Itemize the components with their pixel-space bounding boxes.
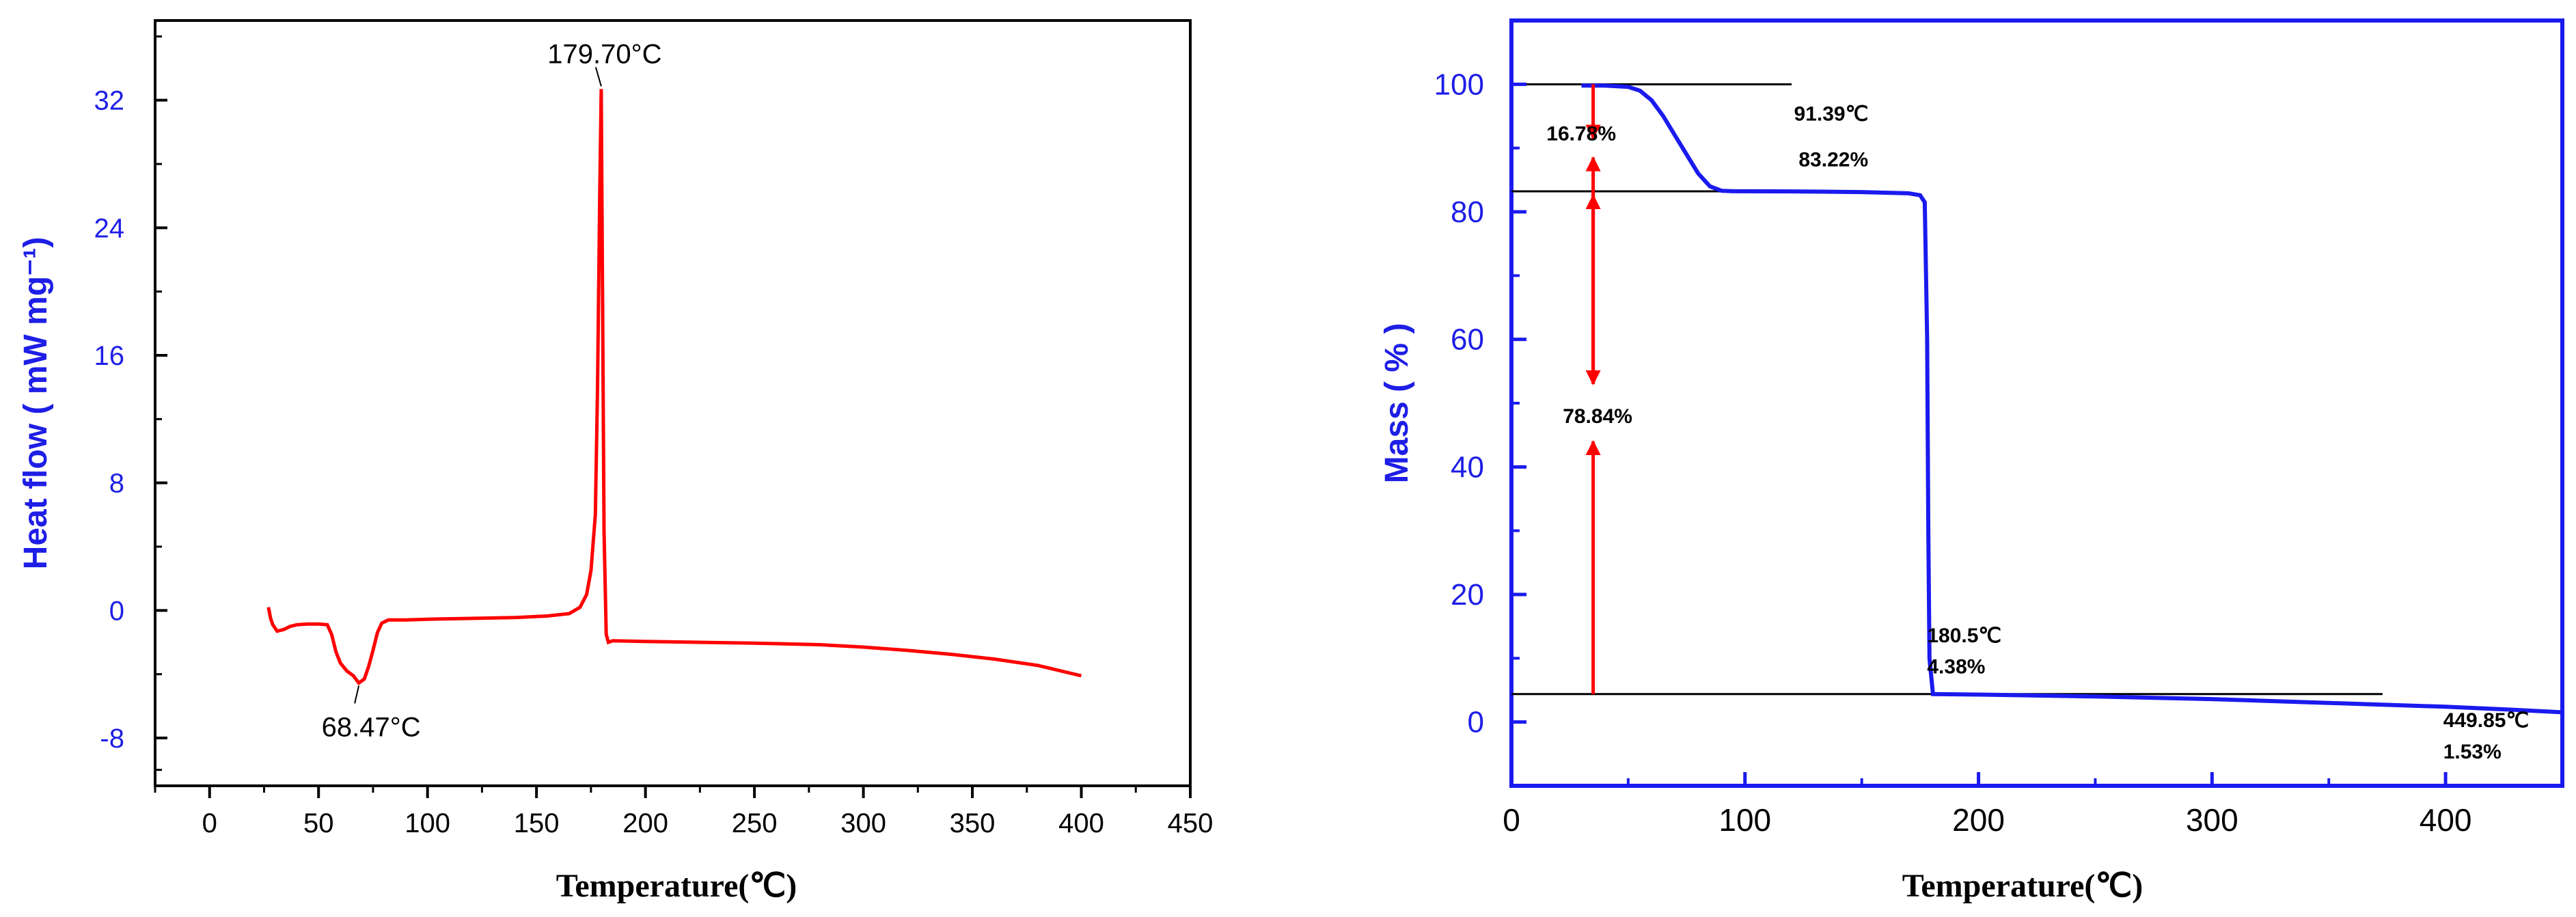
- tga-x-tick-label: 0: [1503, 802, 1520, 838]
- tga-series-line: [1581, 83, 2562, 715]
- tga-annotation: 16.78%: [1546, 122, 1616, 145]
- tga-y-tick-label: 0: [1468, 706, 1484, 739]
- tga-annotation: 83.22%: [1798, 149, 1868, 172]
- dsc-x-tick-label: 400: [1058, 808, 1104, 838]
- dsc-x-axis-title: Temperature(℃): [556, 868, 797, 904]
- dsc-x-tick-label: 0: [202, 808, 217, 838]
- dsc-y-tick-label: 16: [94, 341, 125, 371]
- tga-y-tick-label: 80: [1451, 195, 1484, 229]
- tga-annotation: 180.5℃: [1927, 625, 2001, 647]
- tga-y-axis-title: Mass ( % ): [1379, 323, 1415, 484]
- dsc-y-tick-label: -8: [100, 724, 124, 754]
- tga-annotation: 449.85℃: [2443, 709, 2529, 732]
- dsc-y-axis-title: Heat flow ( mW mg⁻¹): [18, 237, 54, 570]
- tga-annotation: 91.39℃: [1794, 103, 1869, 126]
- dsc-x-tick-label: 250: [732, 808, 778, 838]
- dsc-series-line: [266, 89, 1082, 685]
- tga-x-tick-label: 400: [2420, 802, 2472, 838]
- dsc-x-tick-label: 50: [303, 808, 334, 838]
- dsc-x-tick-label: 100: [405, 808, 450, 838]
- dsc-peak-leader-line: [594, 67, 602, 87]
- dsc-x-tick-label: 350: [950, 808, 996, 838]
- dsc-plot-frame: [154, 19, 1192, 787]
- dsc-peak-annotation: 179.70°C: [547, 39, 661, 69]
- tga-x-tick-label: 200: [1952, 802, 2005, 838]
- tga-arrow-head: [1585, 156, 1601, 172]
- dsc-trough-annotation: 68.47°C: [322, 713, 421, 743]
- tga-y-tick-label: 60: [1451, 323, 1484, 357]
- tga-chart: 0 20 40 60 80 100 0 100 200 300 400 16.78% 91.39℃ 8…: [1379, 18, 2564, 904]
- tga-annotation: 4.38%: [1927, 656, 1985, 679]
- dsc-chart: -8 0 8 16 24 32 0 50 100 150 200 250 300 350 400 450 1…: [18, 19, 1214, 904]
- tga-x-tick-label: 300: [2186, 802, 2238, 838]
- tga-y-tick-label: 100: [1434, 68, 1484, 101]
- tga-plot-frame: [1509, 18, 2564, 788]
- tga-arrow-head: [1585, 440, 1601, 455]
- dsc-y-tick-label: 8: [109, 469, 124, 499]
- dsc-y-tick-label: 24: [94, 213, 125, 243]
- tga-x-axis-title: Temperature(℃): [1902, 868, 2143, 904]
- dsc-x-tick-label: 300: [840, 808, 886, 838]
- tga-x-tick-label: 100: [1718, 802, 1771, 838]
- dsc-x-tick-label: 450: [1168, 808, 1214, 838]
- dsc-x-tick-label: 150: [514, 808, 560, 838]
- dsc-trough-leader-line: [354, 685, 360, 704]
- tga-y-tick-label: 40: [1451, 450, 1484, 484]
- tga-annotation: 1.53%: [2443, 741, 2502, 763]
- tga-y-tick-label: 20: [1451, 578, 1484, 612]
- tga-arrow-head: [1585, 193, 1601, 209]
- tga-annotation: 78.84%: [1563, 405, 1632, 428]
- tga-arrow-head: [1585, 124, 1601, 140]
- dsc-y-tick-label: 32: [94, 86, 125, 116]
- dsc-x-tick-label: 200: [622, 808, 668, 838]
- dsc-y-tick-label: 0: [109, 596, 124, 626]
